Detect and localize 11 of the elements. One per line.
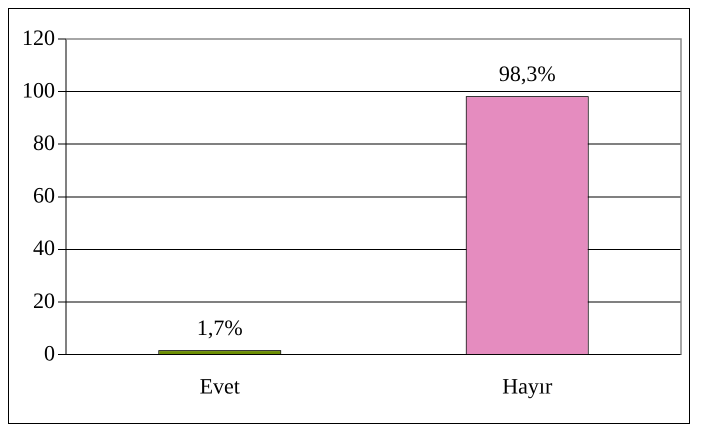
data-label: 98,3% [498, 60, 556, 86]
y-tick-label: 20 [33, 288, 55, 313]
y-tick-label: 40 [33, 235, 55, 260]
y-tick-label: 80 [33, 130, 55, 155]
x-tick-label: Hayır [502, 374, 553, 399]
x-tick-label: Evet [200, 374, 240, 399]
y-tick-label: 0 [44, 340, 55, 366]
y-tick-label: 120 [22, 24, 55, 50]
y-tick-label: 60 [33, 182, 55, 208]
y-tick-label: 100 [22, 77, 55, 102]
data-label: 1,7% [196, 314, 243, 340]
